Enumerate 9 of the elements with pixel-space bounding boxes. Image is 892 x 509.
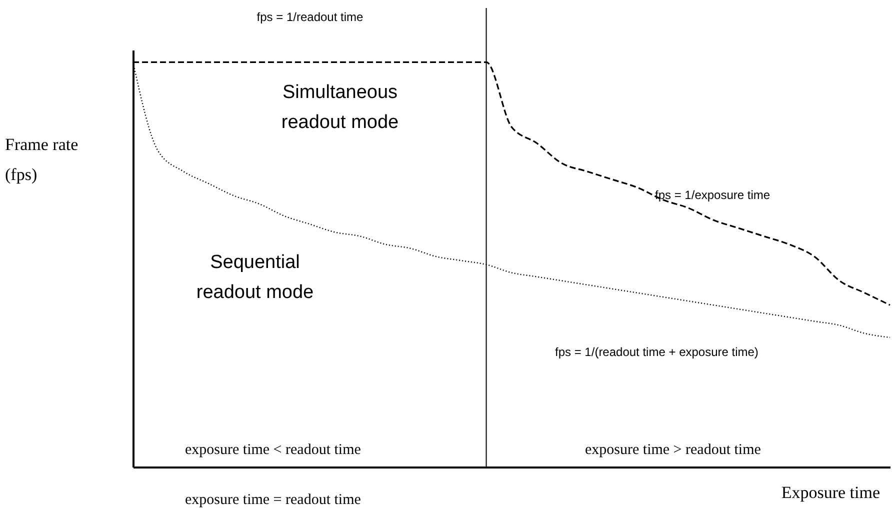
annotation: fps = 1/(readout time + exposure time) (555, 345, 758, 359)
annotation: exposure time < readout time (185, 442, 362, 458)
text: fps = 1/readout time (256, 10, 364, 24)
x-axis-title: Exposure time (781, 483, 880, 502)
text: exposure time = readout time (185, 492, 362, 508)
annotation: exposure time > readout time (585, 442, 762, 458)
series-label: Sequential readout mode (196, 252, 314, 303)
y-axis-title: Frame rate (fps) (5, 135, 78, 184)
series-label: Simultaneous readout mode (281, 82, 399, 133)
